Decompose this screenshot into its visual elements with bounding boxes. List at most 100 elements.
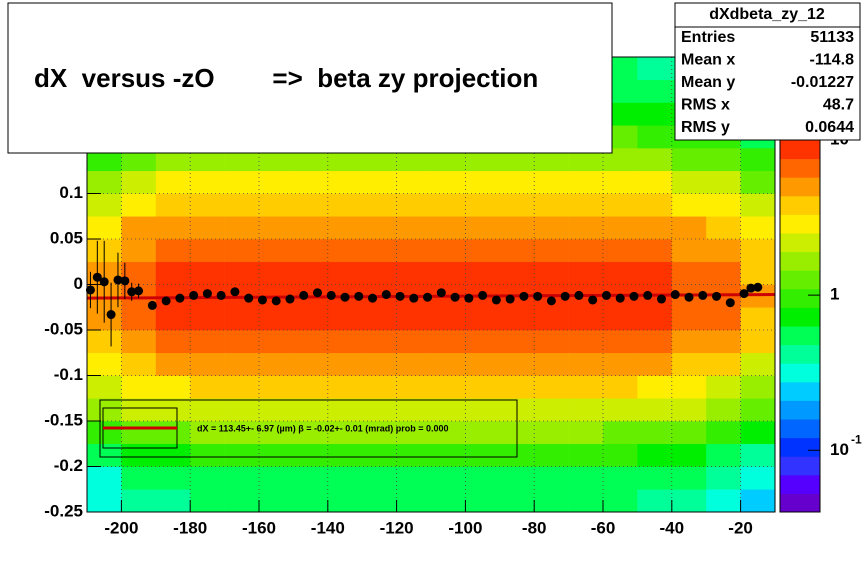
heatmap-cell <box>259 466 294 490</box>
heatmap-cell <box>465 489 501 513</box>
profile-point <box>127 287 137 297</box>
profile-point <box>753 282 763 292</box>
fit-legend: dX = 113.45+- 6.97 (µm) β = -0.02+- 0.01… <box>99 399 518 458</box>
title-box <box>7 2 613 154</box>
heatmap-cell <box>568 352 604 376</box>
profile-point <box>85 285 95 295</box>
profile-point <box>478 290 488 300</box>
heatmap-cell <box>568 148 604 172</box>
heatmap-cell <box>637 193 673 217</box>
heatmap-cell <box>740 421 776 445</box>
heatmap-cell <box>224 307 260 331</box>
heatmap-cell <box>155 170 191 194</box>
heatmap-cell <box>396 170 432 194</box>
heatmap-cell <box>465 148 501 172</box>
heatmap-cell <box>740 193 776 217</box>
color-bar-step <box>780 493 820 513</box>
heatmap-cell <box>671 375 707 399</box>
heatmap-cell <box>362 330 397 354</box>
heatmap-cell <box>259 443 294 467</box>
heatmap-cell <box>293 466 329 490</box>
heatmap-cell <box>740 330 776 354</box>
heatmap-cell <box>568 261 604 285</box>
heatmap-cell <box>224 421 260 445</box>
heatmap-cell <box>155 330 191 354</box>
x-tick-label: -140 <box>311 518 345 537</box>
profile-point <box>326 290 336 300</box>
heatmap-cell <box>190 193 225 217</box>
profile <box>85 240 763 347</box>
heatmap-cell <box>534 398 569 422</box>
heatmap-cell <box>637 398 673 422</box>
heatmap-cell <box>224 330 260 354</box>
heatmap-cell <box>499 170 535 194</box>
heatmap-cell <box>431 489 466 513</box>
heatmap-cell <box>465 443 501 467</box>
heatmap-cell <box>87 398 122 422</box>
heatmap-cell <box>293 261 329 285</box>
heatmap-cell <box>465 193 501 217</box>
heatmap-cell <box>87 330 122 354</box>
heatmap-cell <box>499 239 535 263</box>
heatmap-cell <box>637 330 673 354</box>
heatmap-cell <box>706 421 741 445</box>
heatmap-cell <box>603 193 638 217</box>
heatmap-cell <box>396 330 432 354</box>
heatmap-cell <box>87 489 122 513</box>
profile-point <box>271 296 281 306</box>
x-tick-label: -120 <box>380 518 414 537</box>
heatmap-cell <box>259 193 294 217</box>
heatmap-cell <box>396 261 432 285</box>
heatmap-cell <box>465 239 501 263</box>
heatmap-cell <box>327 352 363 376</box>
heatmap-cell <box>568 216 604 240</box>
profile-point <box>656 294 666 304</box>
heatmap-cell <box>671 193 707 217</box>
heatmap-cell <box>396 239 432 263</box>
heatmap-cell <box>396 398 432 422</box>
stats-box: dXdbeta_zy_12 Entries 51133 Mean x -114.8 Me… <box>674 2 861 141</box>
heatmap-cell <box>293 239 329 263</box>
color-bar-step <box>780 307 820 327</box>
heatmap-cell <box>740 489 776 513</box>
heatmap-cell <box>121 330 157 354</box>
profile-point <box>285 294 295 304</box>
heatmap-cell <box>396 193 432 217</box>
color-bar-step <box>780 233 820 253</box>
heatmap-cell <box>671 466 707 490</box>
color-bar-step <box>780 381 820 401</box>
heatmap-cell <box>362 443 397 467</box>
heatmap-cell <box>121 466 157 490</box>
heatmap-cell <box>155 375 191 399</box>
heatmap-cell <box>431 261 466 285</box>
heatmap-cell <box>534 216 569 240</box>
color-bar-step <box>780 344 820 364</box>
heatmap-cell <box>568 193 604 217</box>
y-tick-label: 0.1 <box>59 183 83 202</box>
heatmap-cell <box>671 489 707 513</box>
heatmap-cell <box>224 489 260 513</box>
heatmap-cell <box>155 398 191 422</box>
heatmap-cell <box>465 421 501 445</box>
profile-point <box>588 295 598 305</box>
heatmap-cell <box>396 443 432 467</box>
heatmap-cell <box>568 398 604 422</box>
stats-value: 51133 <box>810 29 854 46</box>
heatmap-cell <box>190 375 225 399</box>
heatmap-cell <box>396 148 432 172</box>
heatmap-cell <box>568 466 604 490</box>
z-tick-exponent: -1 <box>851 432 862 446</box>
heatmap-cell <box>327 148 363 172</box>
profile-point <box>99 277 109 287</box>
heatmap-cell <box>637 443 673 467</box>
heatmap-cell <box>327 261 363 285</box>
heatmap-cell <box>534 307 569 331</box>
heatmap-cell <box>671 443 707 467</box>
heatmap-cell <box>603 307 638 331</box>
heatmap-cell <box>362 261 397 285</box>
heatmap-cell <box>740 352 776 376</box>
heatmap-cell <box>362 148 397 172</box>
profile-point <box>299 290 309 300</box>
x-tick-label: -100 <box>448 518 482 537</box>
